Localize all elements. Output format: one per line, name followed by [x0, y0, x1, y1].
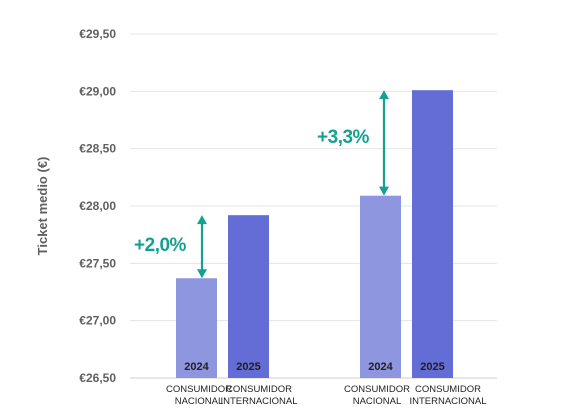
y-tick-label: €29,50	[79, 27, 116, 41]
arrow-down-icon	[197, 269, 207, 279]
y-tick-label: €27,50	[79, 256, 116, 270]
y-tick-label: €28,50	[79, 142, 116, 156]
arrow-down-icon	[379, 186, 389, 196]
bars	[176, 90, 453, 378]
category-label: CONSUMIDOR NACIONAL	[344, 384, 410, 407]
change-percent-label: +3,3%	[317, 127, 370, 148]
y-axis-title: Ticket medio (€)	[35, 157, 50, 256]
bar	[360, 195, 401, 378]
bar-year-label: 2025	[420, 361, 444, 373]
y-tick-label: €27,00	[79, 314, 116, 328]
change-percent-label: +2,0%	[134, 235, 187, 256]
category-label: CONSUMIDOR INTERNACIONAL	[409, 384, 486, 407]
arrow-up-icon	[197, 215, 207, 225]
category-label: CONSUMIDOR INTERNACIONAL	[220, 384, 297, 407]
y-tick-label: €28,00	[79, 199, 116, 213]
y-tick-label: €29,00	[79, 84, 116, 98]
bar	[228, 215, 269, 378]
annotations: +2,0% +3,3%	[134, 90, 389, 279]
bar-year-label: 2025	[236, 361, 260, 373]
category-label: CONSUMIDOR NACIONAL	[166, 384, 232, 407]
bar-year-label: 2024	[184, 361, 209, 373]
bar-labels: 2024 2025 2024 2025	[184, 361, 444, 373]
bar-year-label: 2024	[368, 361, 393, 373]
bar	[176, 278, 217, 378]
y-tick-label: €26,50	[79, 371, 116, 385]
arrow-up-icon	[379, 90, 389, 100]
bar	[412, 90, 453, 378]
y-axis-ticks: €26,50 €27,00 €27,50 €28,00 €28,50 €29,00 €29,…	[79, 27, 116, 385]
